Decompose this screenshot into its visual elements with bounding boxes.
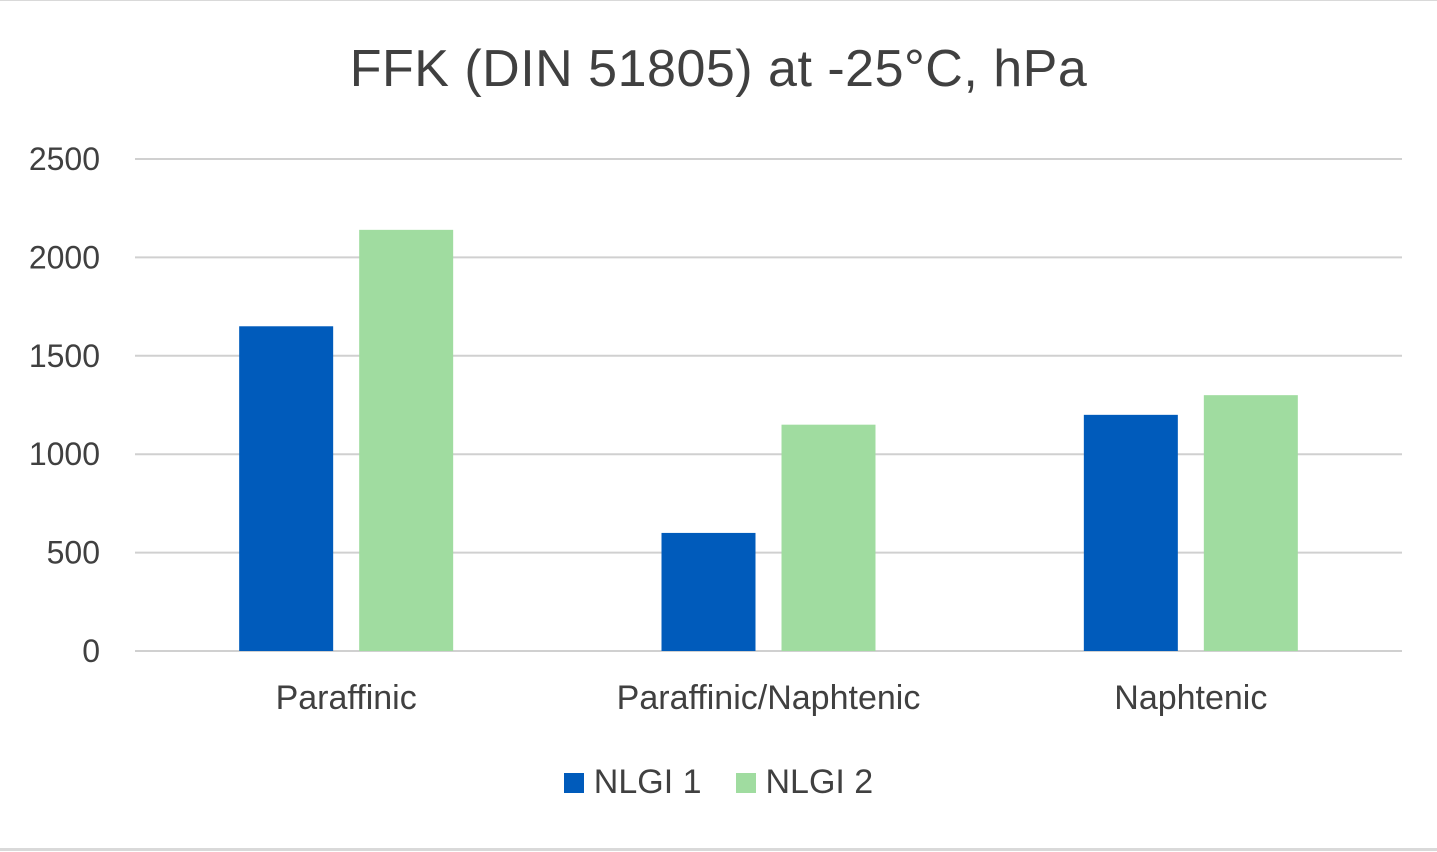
legend-item-nlgi-1: NLGI 1 [563, 763, 702, 802]
legend-label-nlgi-2: NLGI 2 [765, 763, 874, 801]
legend-swatch-nlgi-2 [735, 772, 756, 793]
bar-nlgi-1-paraffinic-naphtenic [661, 532, 756, 651]
y-tick-label-2000: 2000 [29, 239, 100, 275]
y-axis-tick-labels: 0 500 1000 1500 2000 2500 [29, 141, 100, 669]
bar-nlgi-1-naphtenic [1083, 414, 1178, 651]
chart-title: FFK (DIN 51805) at -25°C, hPa [349, 40, 1088, 98]
x-axis-category-labels: Paraffinic Paraffinic/Naphtenic Naphtenic [276, 679, 1268, 717]
y-tick-label-1000: 1000 [29, 436, 100, 472]
bar-nlgi-1-paraffinic [239, 326, 334, 651]
x-category-label-paraffinic-naphtenic: Paraffinic/Naphtenic [617, 679, 921, 717]
bar-nlgi-2-naphtenic [1203, 395, 1298, 651]
gridlines [135, 158, 1402, 652]
y-tick-label-0: 0 [82, 633, 100, 669]
y-tick-label-2500: 2500 [29, 141, 100, 177]
x-category-label-paraffinic: Paraffinic [276, 679, 417, 717]
bars [239, 229, 1298, 651]
bar-nlgi-2-paraffinic [359, 229, 454, 651]
legend-swatch-nlgi-1 [563, 772, 584, 793]
y-tick-label-500: 500 [47, 535, 100, 571]
legend-label-nlgi-1: NLGI 1 [593, 763, 702, 801]
legend: NLGI 1 NLGI 2 [0, 763, 1437, 802]
y-tick-label-1500: 1500 [29, 338, 100, 374]
x-category-label-naphtenic: Naphtenic [1114, 679, 1267, 717]
legend-item-nlgi-2: NLGI 2 [735, 763, 874, 802]
bar-nlgi-2-paraffinic-naphtenic [781, 424, 876, 651]
